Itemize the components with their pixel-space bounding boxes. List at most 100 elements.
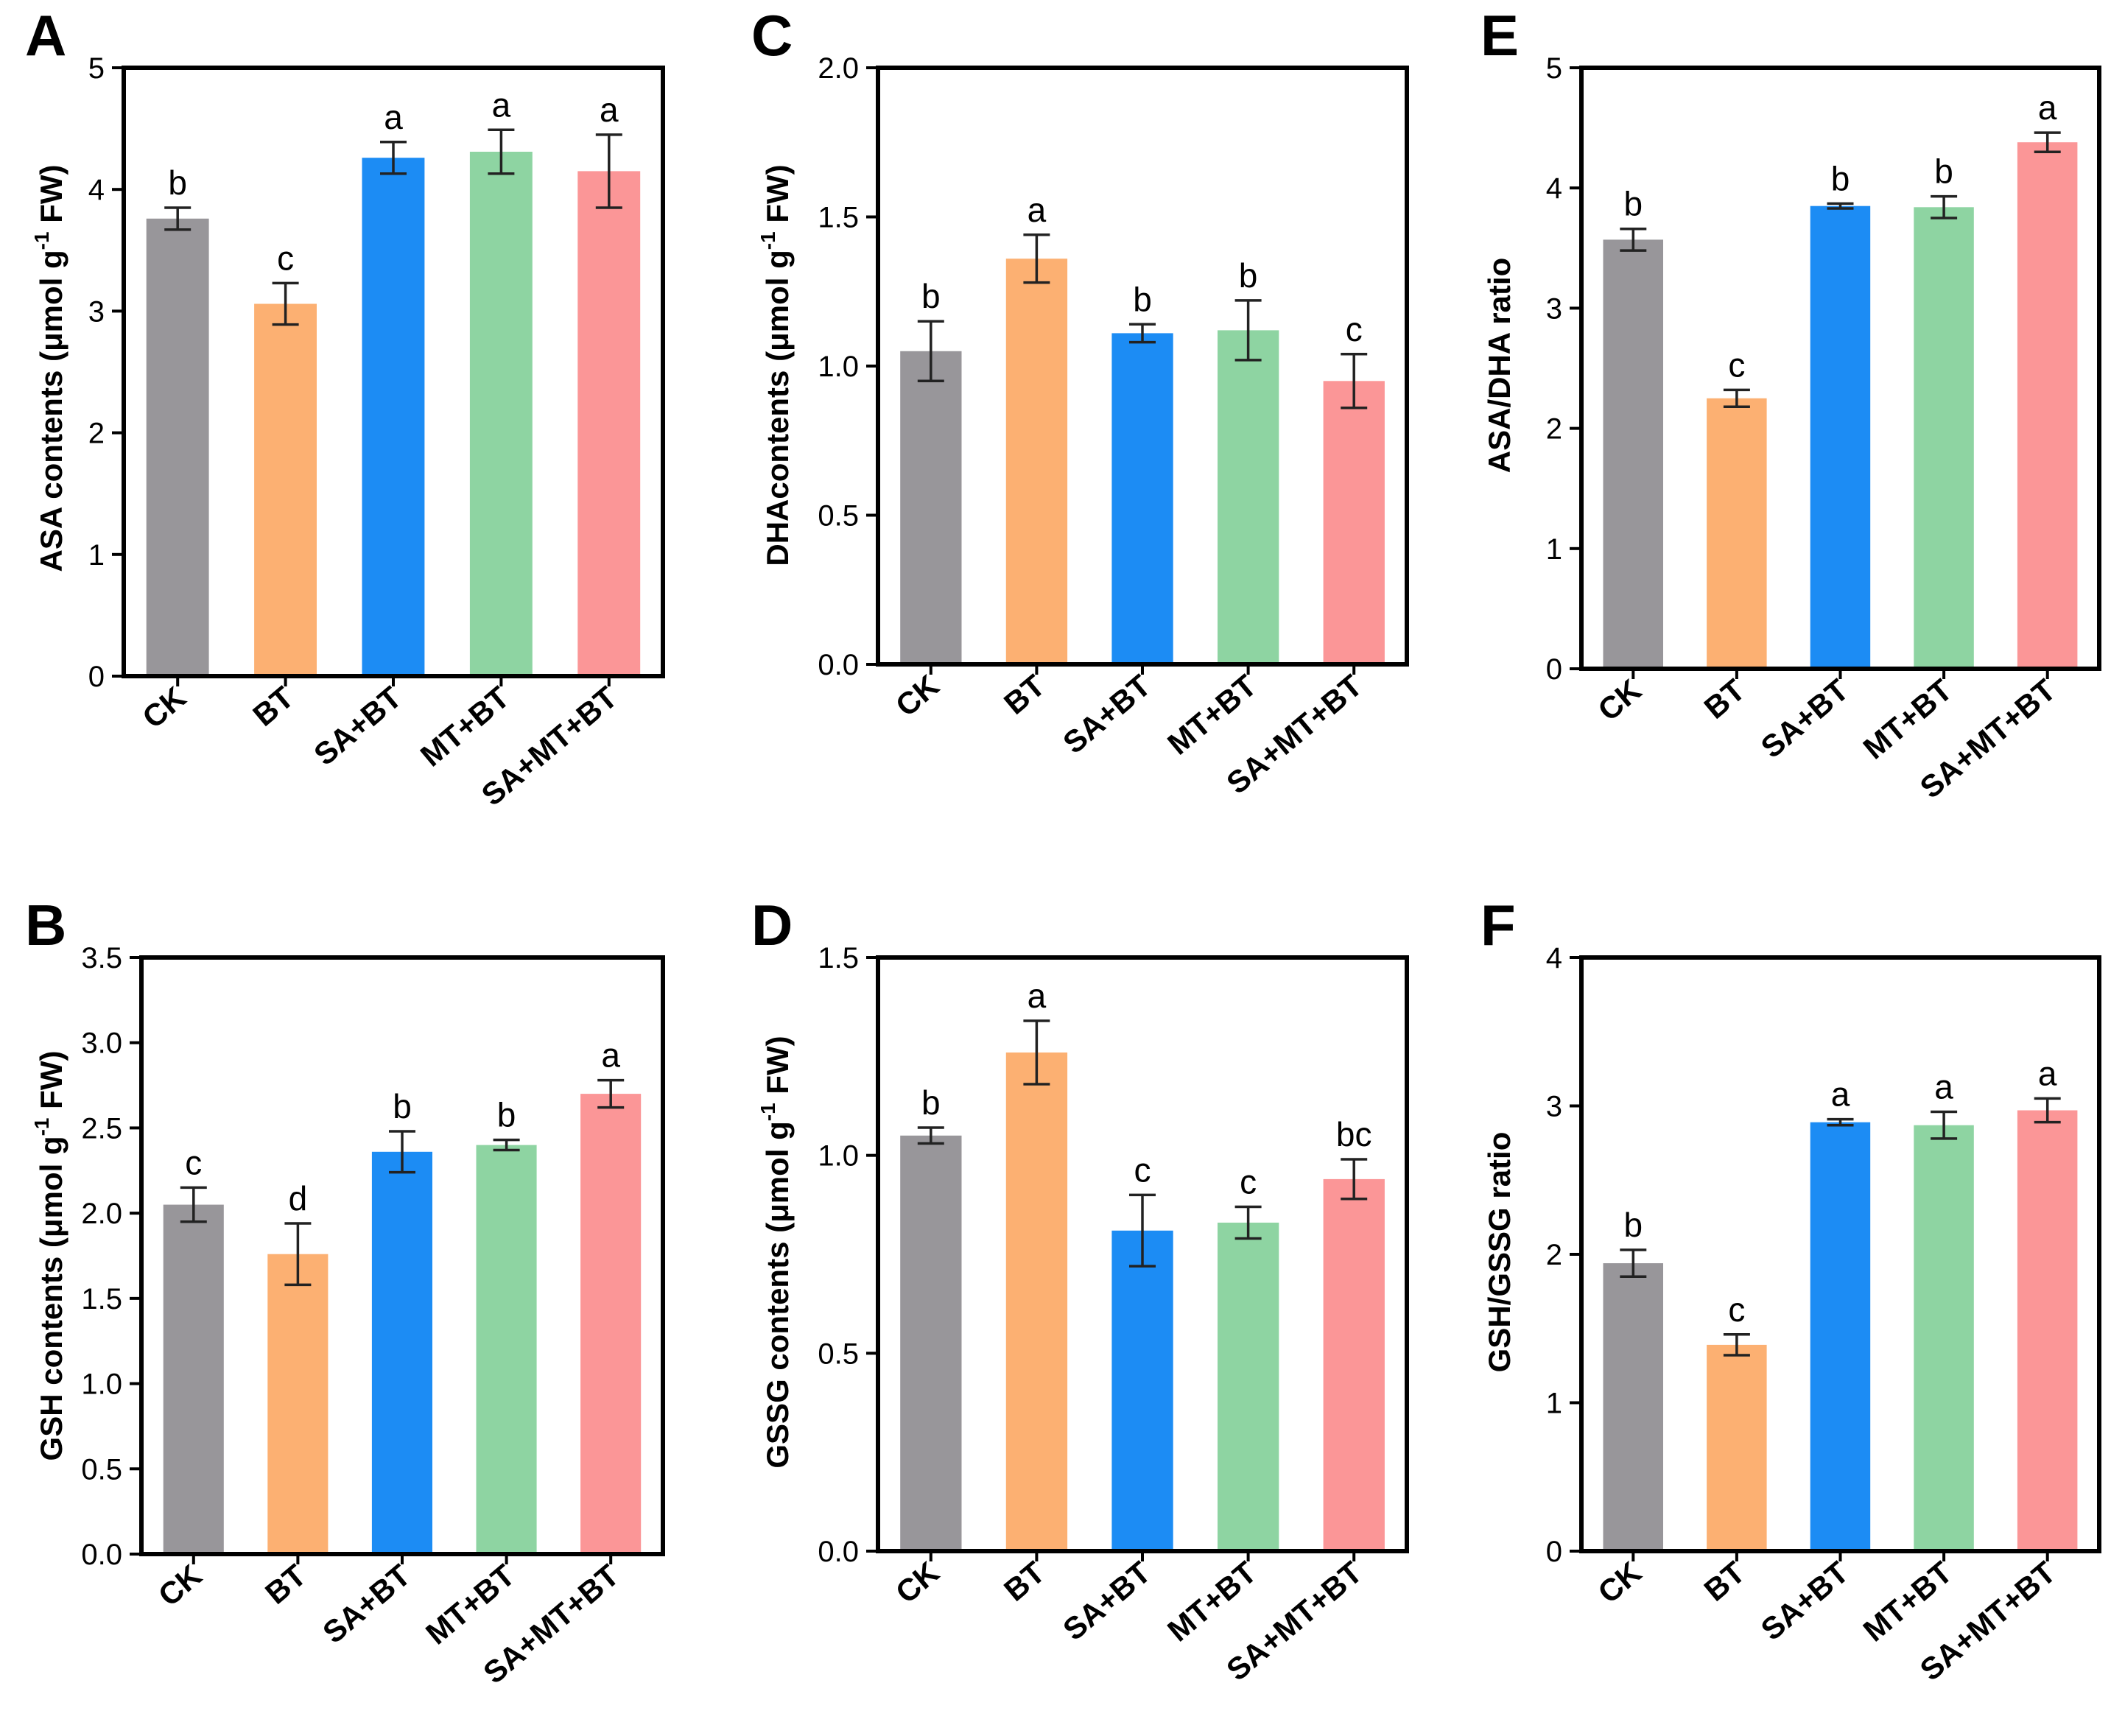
panel-c-bar-bt: [1005, 259, 1068, 664]
panel-f-bar-ck: [1603, 1263, 1663, 1551]
panel-b-y-tick-label: 2.0: [81, 1198, 122, 1230]
panel-c-y-tick-label: 2.0: [818, 52, 859, 85]
panel-f-significance-label: c: [1728, 1290, 1745, 1329]
panel-f-bar-sa-mt-bt: [2017, 1110, 2078, 1551]
panel-c-y-tick-label: 1.0: [818, 351, 859, 383]
panel-a-significance-label: a: [600, 91, 619, 129]
panel-a-significance-label: a: [492, 85, 511, 124]
panel-e-bar-sa-mt-bt: [2017, 142, 2078, 669]
panel-d-significance-label: c: [1134, 1150, 1151, 1189]
panel-c-significance-label: b: [1133, 280, 1152, 318]
panel-f-significance-label: a: [1934, 1068, 1953, 1106]
panel-d-bar-ck: [900, 1135, 962, 1551]
panel-a-y-tick-label: 2: [88, 418, 105, 450]
panel-f-error-bar-1: [1620, 1248, 1647, 1278]
panel-f-error-bar-5: [2034, 1097, 2061, 1124]
panel-f-significance-label: a: [1831, 1075, 1850, 1114]
panel-f-y-tick-label: 1: [1546, 1388, 1562, 1420]
panel-d-letter: D: [751, 893, 793, 957]
panel-b-plot-frame: [139, 955, 665, 1556]
panel-d-error-bar-4: [1234, 1205, 1262, 1240]
panel-a-error-bar-5: [595, 133, 622, 209]
panel-a-error-bar-3: [380, 141, 407, 175]
panel-c-error-bar-1: [917, 320, 944, 382]
panel-a-y-tick-label: 3: [88, 295, 105, 328]
panel-d-plot-frame: [876, 955, 1409, 1553]
panel-a-error-bar-1: [164, 206, 192, 231]
panel-f-y-tick-label: 2: [1546, 1239, 1562, 1271]
panel-a-plot-frame: [122, 66, 665, 678]
panel-e-bar-ck: [1603, 239, 1663, 669]
panel-c-error-bar-5: [1341, 353, 1368, 410]
panel-e-plot-frame: [1579, 66, 2101, 671]
panel-a-bar-bt: [254, 303, 317, 676]
panel-a-bar-sa-mt-bt: [577, 171, 641, 676]
panel-c-significance-label: a: [1028, 191, 1047, 229]
panel-b-y-tick-label: 0.5: [81, 1453, 122, 1486]
panel-b-significance-label: a: [601, 1036, 620, 1075]
panel-c-significance-label: c: [1346, 310, 1363, 348]
panel-b-y-tick-label: 1.5: [81, 1283, 122, 1315]
panel-b-y-tick-label: 2.5: [81, 1112, 122, 1145]
panel-f: F GSH/GSSG ratio bCKcBTaSA+BTaMT+BTaSA+M…: [1480, 893, 2101, 1687]
panel-c-bar-sa-bt: [1111, 333, 1173, 664]
panel-b-y-tick-label: 3.0: [81, 1027, 122, 1060]
panel-c-significance-label: b: [921, 277, 941, 315]
panel-d-error-bar-2: [1023, 1019, 1050, 1086]
panel-e-significance-label: c: [1728, 345, 1745, 384]
panel-a-significance-label: b: [168, 164, 187, 202]
panel-a-bar-ck: [146, 218, 209, 676]
panel-e-error-bar-5: [2034, 131, 2061, 153]
panel-a-error-bar-2: [272, 281, 299, 326]
panel-a: A ASA contents (μmol g-1 FW) bCKcBTaSA+B…: [25, 3, 665, 812]
panel-b-error-bar-1: [180, 1186, 207, 1223]
panel-b-error-bar-3: [389, 1130, 415, 1174]
panel-e-y-tick-label: 4: [1546, 172, 1562, 205]
panel-e-significance-label: b: [1831, 159, 1850, 197]
panel-c-error-bar-3: [1129, 323, 1156, 344]
panel-e-error-bar-2: [1723, 388, 1750, 408]
panel-a-y-axis-title: ASA contents (μmol g-1 FW): [30, 164, 69, 572]
panel-a-error-bar-4: [488, 128, 515, 175]
panel-f-plot-frame: [1579, 955, 2101, 1553]
panel-b-y-tick-label: 1.0: [81, 1368, 122, 1401]
panel-f-y-tick-label: 0: [1546, 1536, 1562, 1568]
panel-f-y-axis-title: GSH/GSSG ratio: [1482, 1132, 1517, 1373]
panel-c-error-bar-2: [1023, 233, 1050, 284]
panel-b-error-bar-4: [493, 1138, 520, 1152]
panel-b-significance-label: c: [185, 1143, 202, 1181]
panel-c-y-tick-label: 0.5: [818, 500, 859, 533]
panel-e-error-bar-3: [1827, 202, 1854, 210]
panel-e-y-tick-label: 2: [1546, 413, 1562, 446]
panel-f-bar-mt-bt: [1914, 1125, 1974, 1551]
panel-e-significance-label: b: [1934, 152, 1953, 191]
panel-e-y-tick-label: 1: [1546, 533, 1562, 566]
panel-a-y-tick-label: 5: [88, 52, 105, 85]
panel-b-bar-sa-mt-bt: [580, 1094, 642, 1554]
panel-c-significance-label: b: [1239, 256, 1258, 295]
panel-e-error-bar-1: [1620, 227, 1647, 252]
panel-b-bar-bt: [267, 1254, 329, 1554]
panel-d-error-bar-3: [1129, 1193, 1156, 1268]
panel-e-letter: E: [1480, 3, 1519, 68]
panel-a-letter: A: [25, 3, 66, 68]
panel-d-y-tick-label: 1.0: [818, 1140, 859, 1173]
panel-b-significance-label: b: [497, 1096, 516, 1134]
panel-d-bar-mt-bt: [1218, 1223, 1279, 1551]
panel-f-y-tick-label: 3: [1546, 1091, 1562, 1123]
panel-c-plot-frame: [876, 66, 1409, 667]
panel-e-y-tick-label: 5: [1546, 52, 1562, 85]
panel-b-y-tick-label: 3.5: [81, 942, 122, 974]
panel-e: E ASA/DHA ratio bCKcBTbSA+BTbMT+BTaSA+MT…: [1480, 3, 2101, 805]
panel-d-y-tick-label: 1.5: [818, 942, 859, 974]
panel-a-significance-label: c: [277, 239, 294, 277]
panel-f-error-bar-2: [1723, 1333, 1750, 1357]
panel-d-y-tick-label: 0.0: [818, 1536, 859, 1568]
panel-b-bar-sa-bt: [371, 1151, 432, 1554]
panel-e-bar-bt: [1707, 398, 1767, 669]
panel-c-bar-sa-mt-bt: [1323, 381, 1385, 665]
panel-c-y-tick-label: 1.5: [818, 202, 859, 234]
panel-d-bar-sa-bt: [1111, 1230, 1173, 1551]
panel-b-y-tick-label: 0.0: [81, 1539, 122, 1571]
